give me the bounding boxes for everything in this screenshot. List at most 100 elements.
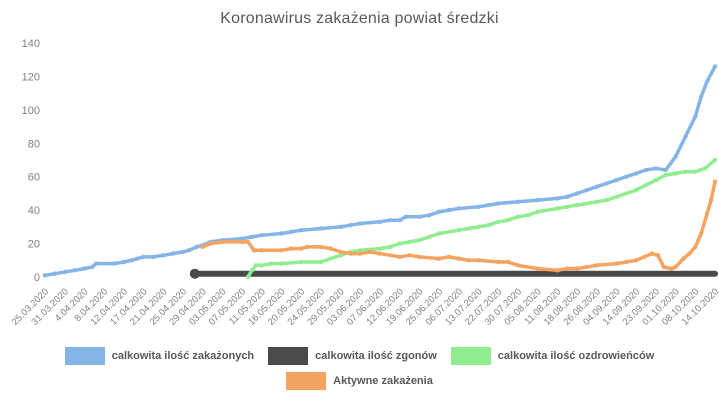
series-marker-0 <box>693 114 698 119</box>
legend-swatch-deaths <box>268 347 309 365</box>
series-marker-0 <box>279 231 284 236</box>
series-marker-0 <box>574 191 580 196</box>
legend-swatch-recovered <box>450 347 491 365</box>
series-marker-0 <box>699 94 704 99</box>
series-marker-0 <box>594 184 599 189</box>
series-marker-3 <box>687 251 692 256</box>
series-marker-2 <box>407 239 412 245</box>
chart-title: Koronawirus zakażenia powiat średzki <box>220 10 499 27</box>
series-marker-2 <box>466 226 471 231</box>
series-marker-0 <box>535 197 540 203</box>
series-marker-0 <box>446 207 452 213</box>
y-tick-label: 140 <box>22 38 40 50</box>
series-marker-0 <box>90 264 95 270</box>
series-marker-2 <box>614 194 619 199</box>
series-marker-0 <box>397 218 402 223</box>
y-tick-label: 80 <box>28 138 40 150</box>
series-marker-2 <box>377 246 383 251</box>
series-marker-3 <box>289 246 294 251</box>
series-marker-2 <box>318 259 324 265</box>
series-marker-0 <box>318 226 324 231</box>
series-marker-3 <box>397 254 402 260</box>
series-marker-0 <box>403 214 408 219</box>
series-marker-0 <box>584 187 590 193</box>
series-marker-3 <box>456 256 461 261</box>
series-marker-3 <box>466 258 471 263</box>
series-marker-3 <box>407 253 412 258</box>
series-marker-3 <box>565 266 570 271</box>
series-marker-3 <box>220 239 225 245</box>
series-marker-0 <box>239 236 245 241</box>
y-tick-label: 100 <box>22 105 40 117</box>
series-marker-2 <box>663 172 668 178</box>
legend-row-1: calkowita ilość zakażonych calkowita ilo… <box>0 347 719 365</box>
series-marker-2 <box>624 191 629 196</box>
series-marker-0 <box>456 206 461 211</box>
series-marker-0 <box>111 261 117 266</box>
series-marker-3 <box>377 251 383 256</box>
series-marker-3 <box>436 256 442 261</box>
series-marker-0 <box>614 177 619 183</box>
series-marker-0 <box>141 254 146 260</box>
series-start-dot-1 <box>189 268 200 279</box>
series-marker-0 <box>496 201 501 206</box>
series-marker-2 <box>505 218 511 223</box>
series-marker-2 <box>427 234 432 240</box>
series-marker-2 <box>673 171 678 176</box>
series-marker-0 <box>259 233 264 238</box>
series-marker-3 <box>338 249 343 255</box>
series-marker-0 <box>704 79 710 84</box>
legend-label-deaths: calkowita ilość zgonów <box>315 350 437 362</box>
series-marker-3 <box>299 246 304 251</box>
legend-item-deaths: calkowita ilość zgonów <box>268 347 437 365</box>
series-marker-2 <box>259 263 264 268</box>
series-marker-0 <box>186 248 192 253</box>
series-marker-0 <box>427 213 432 218</box>
series-marker-3 <box>681 256 686 261</box>
series-marker-0 <box>161 253 166 258</box>
series-marker-3 <box>669 266 674 271</box>
series-marker-2 <box>604 197 609 203</box>
series-marker-0 <box>151 254 156 260</box>
legend-label-recovered: calkowita ilość ozdrowieńców <box>497 350 655 362</box>
series-marker-3 <box>661 264 666 270</box>
series-marker-3 <box>614 261 619 266</box>
series-marker-3 <box>348 251 353 256</box>
series-marker-2 <box>643 182 649 188</box>
series-marker-0 <box>62 269 67 275</box>
series-marker-3 <box>712 179 718 184</box>
series-marker-0 <box>72 268 77 273</box>
legend-row-2: Aktywne zakażenia <box>0 372 719 390</box>
series-marker-3 <box>634 258 639 263</box>
series-marker-0 <box>387 218 393 223</box>
series-marker-0 <box>634 171 639 176</box>
series-marker-2 <box>299 259 304 265</box>
series-marker-2 <box>702 166 708 171</box>
legend-label-infected: calkowita ilość zakażonych <box>111 350 255 362</box>
series-marker-2 <box>338 253 343 258</box>
series-marker-0 <box>194 244 199 250</box>
series-marker-3 <box>200 244 205 250</box>
series-marker-2 <box>683 169 688 174</box>
series-marker-3 <box>594 263 599 268</box>
series-marker-0 <box>683 134 688 139</box>
series-marker-0 <box>42 273 48 278</box>
series-marker-2 <box>358 248 363 253</box>
series-marker-2 <box>269 261 274 266</box>
series-marker-0 <box>436 209 442 214</box>
series-marker-3 <box>624 259 629 265</box>
series-marker-3 <box>279 248 284 253</box>
series-marker-2 <box>525 213 530 218</box>
series-marker-3 <box>245 239 251 245</box>
series-marker-2 <box>417 238 422 243</box>
series-marker-3 <box>535 266 540 271</box>
series-marker-2 <box>653 177 659 183</box>
series-marker-3 <box>693 244 698 250</box>
series-marker-0 <box>515 199 521 204</box>
series-marker-3 <box>476 258 481 263</box>
series-marker-2 <box>634 187 639 193</box>
legend-label-active: Aktywne zakażenia <box>333 375 433 387</box>
series-marker-3 <box>641 254 647 260</box>
